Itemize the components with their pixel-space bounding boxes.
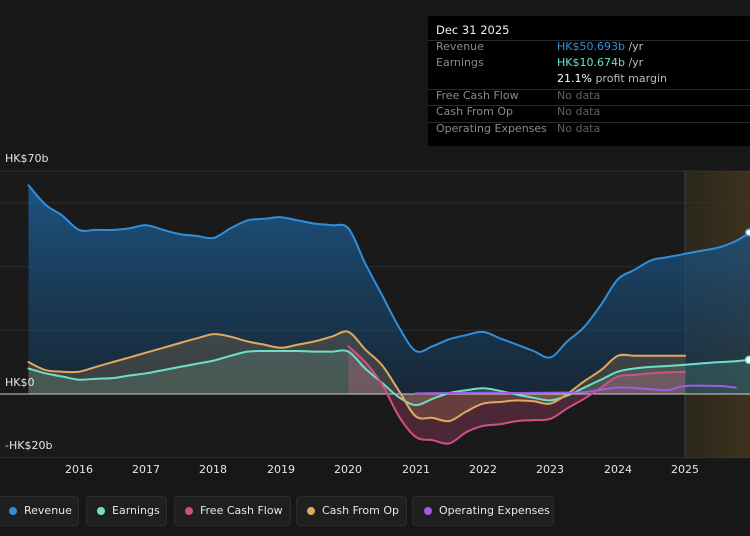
tooltip-row-free-cash-flow: Free Cash Flow No data [436, 89, 746, 105]
legend-item-revenue[interactable]: Revenue [0, 496, 79, 526]
legend-item-earnings[interactable]: Earnings [86, 496, 167, 526]
y-axis-bottom-label: -HK$20b [5, 439, 52, 452]
tooltip-value: No data [557, 89, 600, 102]
tooltip-label: Revenue [436, 40, 484, 53]
x-tick-label: 2023 [536, 463, 564, 476]
legend-dot-icon [307, 507, 315, 515]
tooltip-row-earnings: Earnings HK$10.674b /yr [436, 56, 746, 72]
x-tick-label: 2021 [402, 463, 430, 476]
y-axis-top-label: HK$70b [5, 152, 48, 165]
tooltip-date: Dec 31 2025 [436, 23, 509, 37]
tooltip-value: No data [557, 105, 600, 118]
tooltip-value: HK$50.693b [557, 40, 625, 53]
legend-item-cash-from-op[interactable]: Cash From Op [296, 496, 407, 526]
legend-label: Cash From Op [322, 497, 399, 525]
legend-label: Earnings [112, 497, 160, 525]
legend-label: Revenue [24, 497, 72, 525]
y-axis-zero-label: HK$0 [5, 376, 34, 389]
x-tick-label: 2018 [199, 463, 227, 476]
legend-label: Operating Expenses [439, 497, 550, 525]
x-tick-label: 2022 [469, 463, 497, 476]
x-tick-label: 2017 [132, 463, 160, 476]
tooltip-value: HK$10.674b [557, 56, 625, 69]
earnings-end-marker [746, 356, 750, 363]
tooltip-row-cash-from-op: Cash From Op No data [436, 105, 746, 121]
x-tick-label: 2016 [65, 463, 93, 476]
tooltip-unit: /yr [625, 40, 643, 53]
tooltip-value: 21.1% [557, 72, 592, 85]
x-tick-label: 2025 [671, 463, 699, 476]
tooltip-label: Cash From Op [436, 105, 513, 118]
tooltip-unit: /yr [625, 56, 643, 69]
legend-dot-icon [424, 507, 432, 515]
x-tick-label: 2020 [334, 463, 362, 476]
tooltip-unit: profit margin [592, 72, 667, 85]
tooltip-label: Free Cash Flow [436, 89, 519, 102]
legend-label: Free Cash Flow [200, 497, 283, 525]
legend-item-free-cash-flow[interactable]: Free Cash Flow [174, 496, 291, 526]
legend-dot-icon [9, 507, 17, 515]
revenue-end-marker [746, 229, 750, 236]
legend-item-operating-expenses[interactable]: Operating Expenses [412, 496, 554, 526]
tooltip-value: No data [557, 122, 600, 135]
tooltip-label: Earnings [436, 56, 484, 69]
legend-dot-icon [185, 507, 193, 515]
legend-dot-icon [97, 507, 105, 515]
x-tick-label: 2019 [267, 463, 295, 476]
tooltip-panel: Dec 31 2025 Revenue HK$50.693b /yr Earni… [428, 16, 750, 146]
x-tick-label: 2024 [604, 463, 632, 476]
tooltip-row-revenue: Revenue HK$50.693b /yr [436, 40, 746, 56]
tooltip-row-operating-expenses: Operating Expenses No data [436, 122, 746, 138]
tooltip-row-profit-margin: 21.1% profit margin [436, 72, 746, 88]
tooltip-label: Operating Expenses [436, 122, 547, 135]
